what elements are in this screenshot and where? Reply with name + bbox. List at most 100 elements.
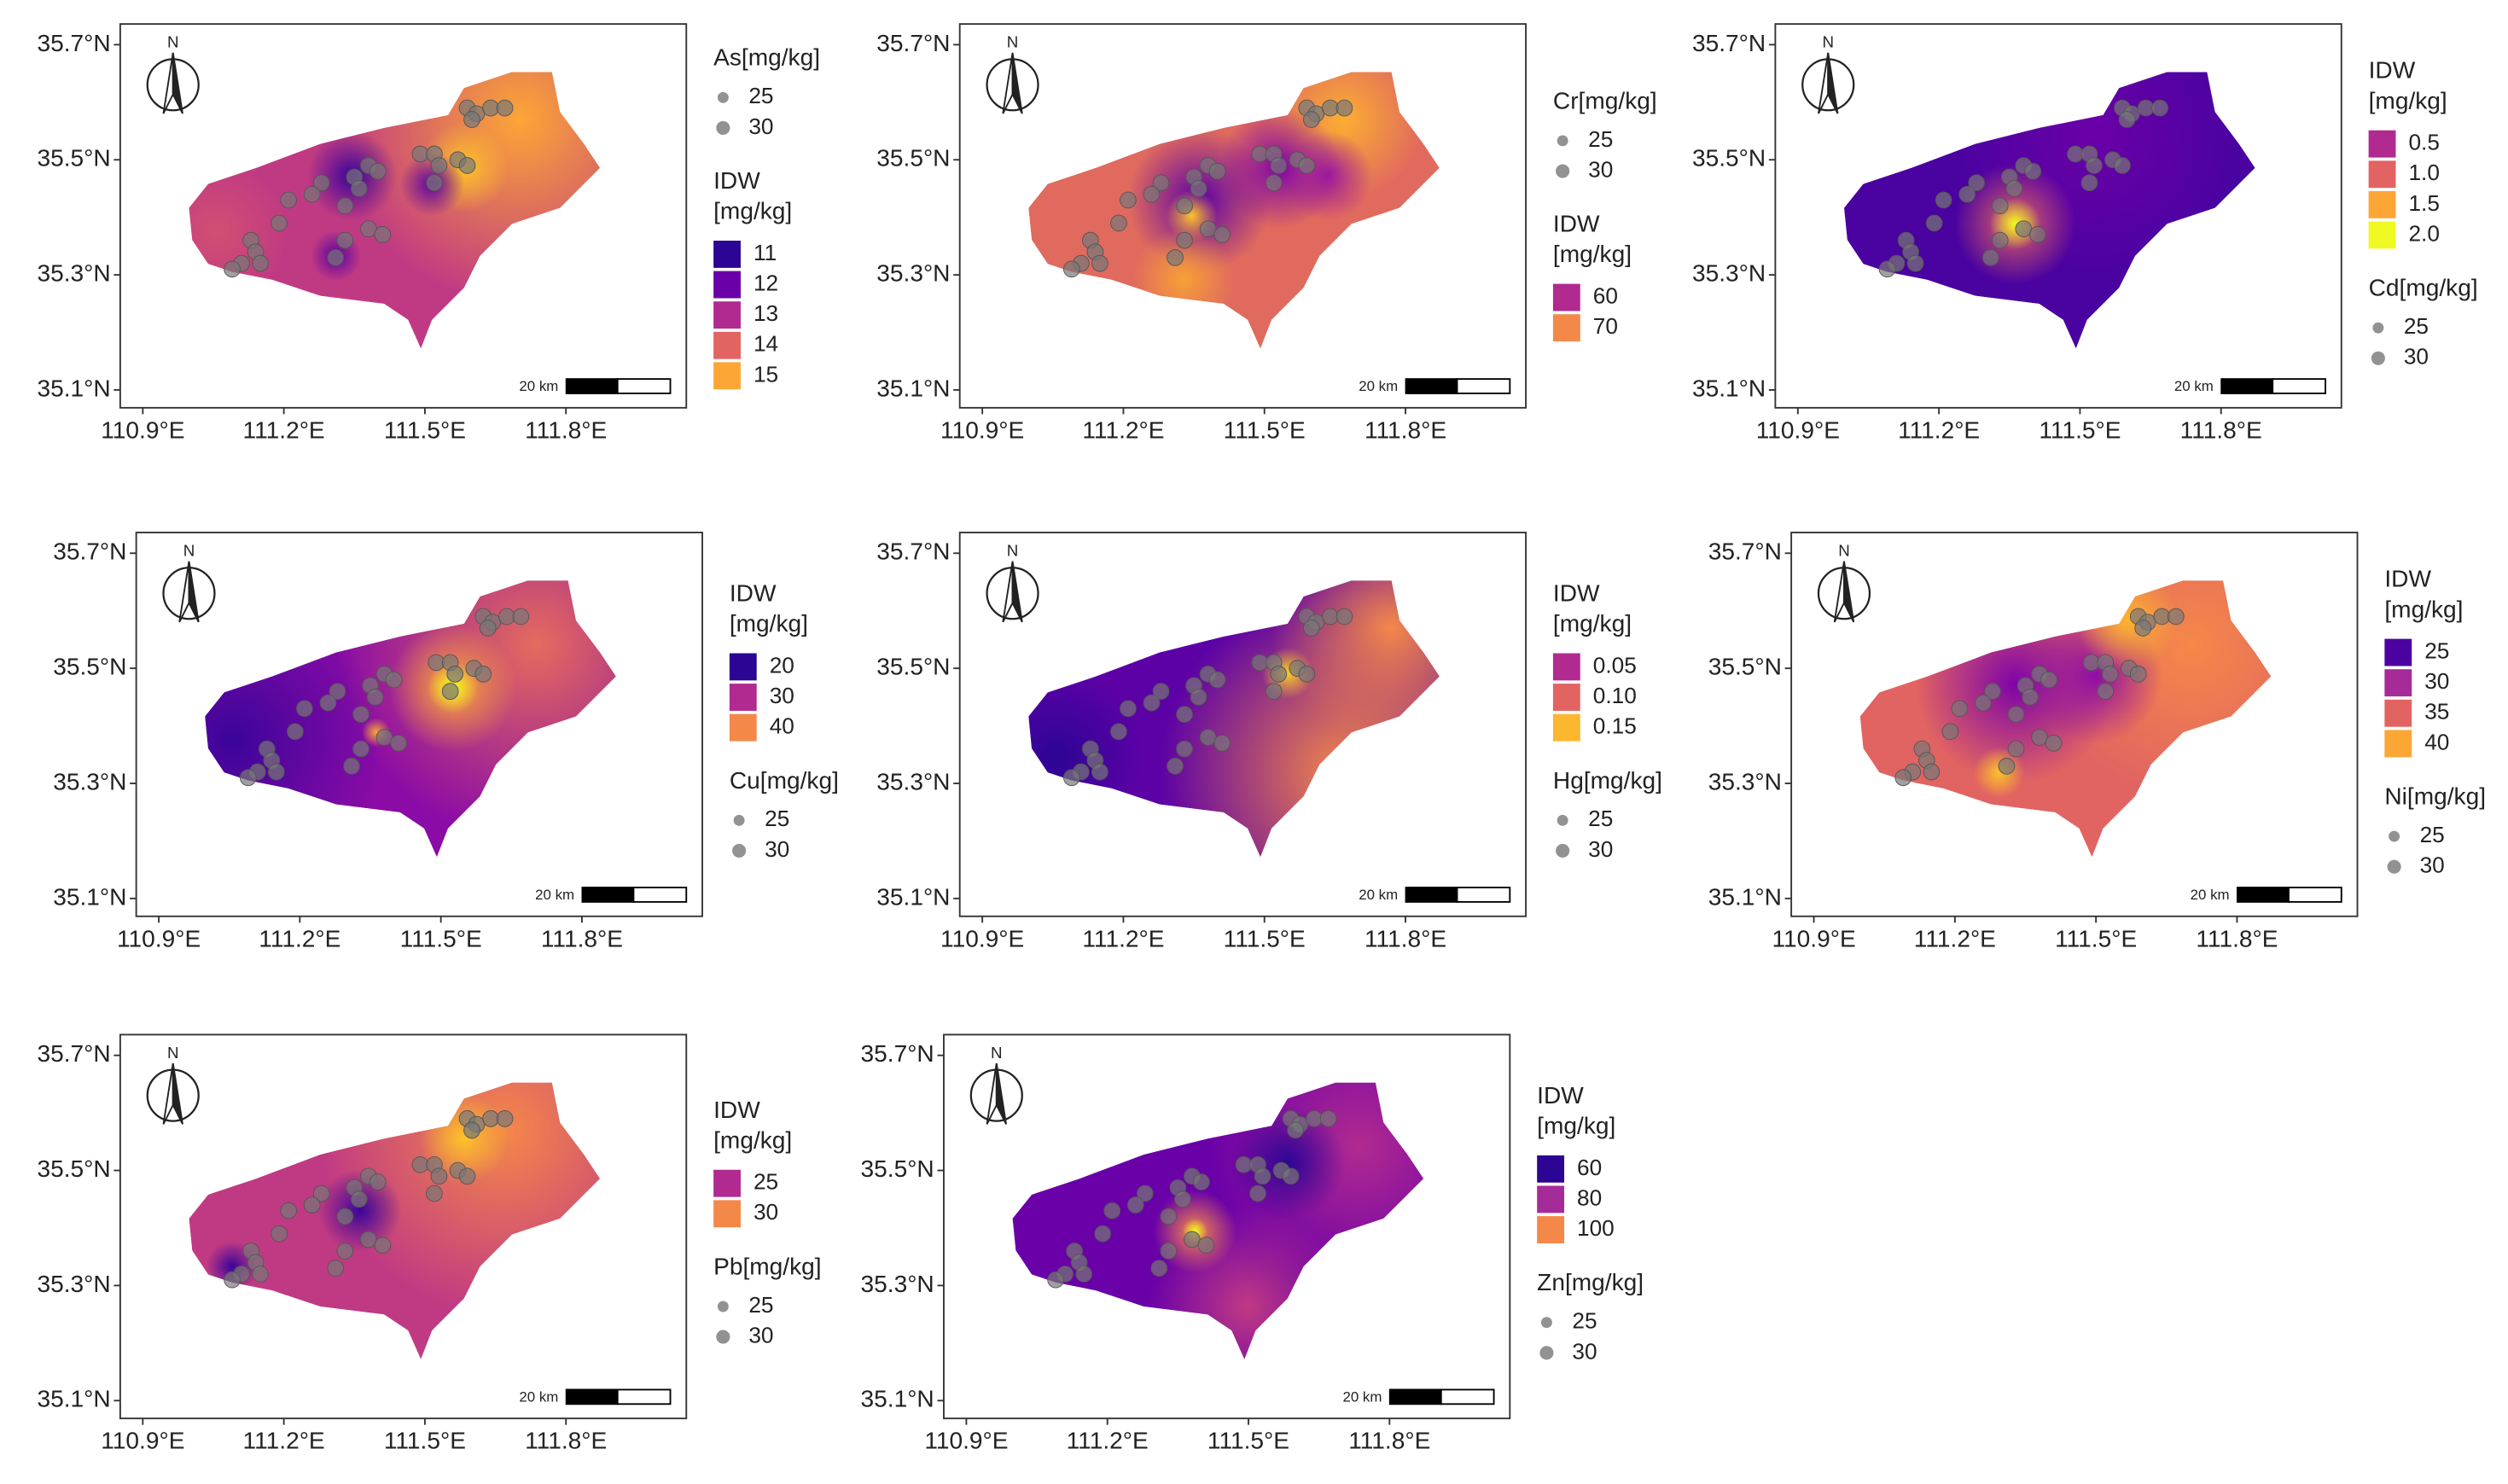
size-legend-title: As[mg/kg] xyxy=(713,44,820,71)
sample-point xyxy=(1968,174,1986,192)
sample-point xyxy=(343,757,360,775)
sample-point xyxy=(1160,1208,1178,1225)
sample-point xyxy=(375,729,393,746)
sample-point xyxy=(1878,260,1896,278)
sample-point xyxy=(2153,608,2171,626)
sample-point xyxy=(1894,769,1912,787)
scale-label: 20 km xyxy=(1342,1388,1382,1405)
idw-legend-swatch xyxy=(2384,669,2412,697)
sample-point xyxy=(1213,226,1231,243)
idw-legend-swatch xyxy=(1537,1216,1565,1243)
sample-point xyxy=(336,1242,354,1260)
scale-bar-white xyxy=(2272,378,2326,394)
sample-point xyxy=(287,723,304,741)
sample-point xyxy=(2024,162,2042,180)
sample-point xyxy=(1265,174,1283,192)
size-legend-label: 25 xyxy=(765,806,789,831)
idw-legend-swatch xyxy=(713,1200,741,1228)
x-tick-label: 111.2°E xyxy=(243,416,325,443)
x-tick-label: 111.2°E xyxy=(1082,925,1164,952)
x-tick-label: 111.5°E xyxy=(2055,925,2137,952)
x-tick-label: 110.9°E xyxy=(101,1428,184,1454)
sample-point xyxy=(1991,231,2009,249)
sample-point xyxy=(2101,666,2119,683)
sample-point xyxy=(1981,249,1999,266)
sample-point xyxy=(327,1260,345,1277)
idw-legend-swatch xyxy=(713,1169,741,1197)
y-tick-label: 35.1°N xyxy=(37,375,110,401)
size-legend-key xyxy=(733,814,745,826)
idw-legend-label: 12 xyxy=(754,270,778,295)
y-tick-label: 35.3°N xyxy=(37,1271,110,1297)
sample-point xyxy=(1197,1237,1215,1254)
sample-point xyxy=(2022,689,2039,706)
sample-point xyxy=(2031,729,2048,746)
sample-point xyxy=(224,260,241,278)
sample-point xyxy=(1208,671,1226,689)
idw-legend-unit: [mg/kg] xyxy=(1553,241,1632,267)
size-legend-key xyxy=(1539,1346,1554,1360)
map-panel: 35.7°N 35.5°N 35.3°N 35.1°N 110.9°E 111.2°E 11… xyxy=(1692,23,2478,443)
sample-point xyxy=(482,1110,499,1127)
sample-point xyxy=(1270,666,1288,683)
sample-point xyxy=(296,700,313,718)
sample-point xyxy=(312,174,330,192)
idw-legend-unit: [mg/kg] xyxy=(1537,1113,1615,1139)
y-tick-label: 35.7°N xyxy=(876,538,950,565)
size-legend-key xyxy=(732,843,747,858)
x-tick-label: 110.9°E xyxy=(101,416,184,443)
sample-point xyxy=(426,1184,443,1202)
sample-point xyxy=(2045,734,2063,752)
sample-point xyxy=(1958,185,1976,203)
idw-legend-label: 2.0 xyxy=(2408,220,2439,246)
size-legend-title: Ni[mg/kg] xyxy=(2384,783,2486,810)
idw-legend-swatch xyxy=(1552,713,1580,742)
sample-point xyxy=(1249,1184,1266,1202)
north-arrow-right xyxy=(1011,52,1023,114)
idw-legend-swatch xyxy=(1552,314,1580,342)
x-tick-label: 110.9°E xyxy=(1756,416,1840,443)
sample-point xyxy=(1047,1271,1064,1289)
sample-point xyxy=(1143,185,1161,203)
x-tick-label: 111.8°E xyxy=(1348,1428,1430,1454)
sample-point xyxy=(2097,683,2115,700)
size-legend-title: Cu[mg/kg] xyxy=(730,767,839,794)
sample-point xyxy=(2151,99,2168,117)
idw-legend-label: 100 xyxy=(1577,1215,1615,1241)
idw-legend-swatch xyxy=(713,331,741,359)
sample-point xyxy=(350,180,368,197)
sample-point xyxy=(2015,220,2033,237)
idw-legend-label: 20 xyxy=(770,652,794,678)
idw-legend-unit: [mg/kg] xyxy=(713,1126,792,1153)
idw-surface xyxy=(1843,72,2255,349)
sample-point xyxy=(336,197,354,215)
sample-point xyxy=(1302,620,1320,637)
north-arrow-right xyxy=(1843,561,1855,623)
idw-legend-swatch xyxy=(2384,638,2412,666)
size-legend-label: 30 xyxy=(2420,853,2445,878)
sample-point xyxy=(369,162,387,180)
scale-bar-white xyxy=(632,887,688,903)
sample-point xyxy=(1302,111,1320,128)
north-arrow-right xyxy=(172,52,183,114)
sample-point xyxy=(1208,162,1226,180)
x-tick-label: 111.8°E xyxy=(525,416,607,443)
sample-point xyxy=(428,654,445,672)
y-tick-label: 35.3°N xyxy=(876,768,950,794)
scale-bar-black xyxy=(565,378,619,394)
size-legend-label: 30 xyxy=(748,113,773,139)
sample-point xyxy=(1925,214,1943,232)
sample-point xyxy=(446,666,464,683)
sample-point xyxy=(1184,1231,1201,1248)
hotspot xyxy=(189,160,288,305)
size-legend-label: 25 xyxy=(2420,822,2445,847)
sample-point xyxy=(352,740,370,758)
sample-point xyxy=(366,689,384,706)
sample-point xyxy=(1298,666,1316,683)
sample-point xyxy=(2007,740,2025,758)
sample-point xyxy=(1941,723,1959,741)
idw-legend-title: IDW xyxy=(1537,1082,1584,1109)
y-tick-label: 35.1°N xyxy=(1708,883,1782,910)
idw-legend-swatch xyxy=(1552,653,1580,681)
